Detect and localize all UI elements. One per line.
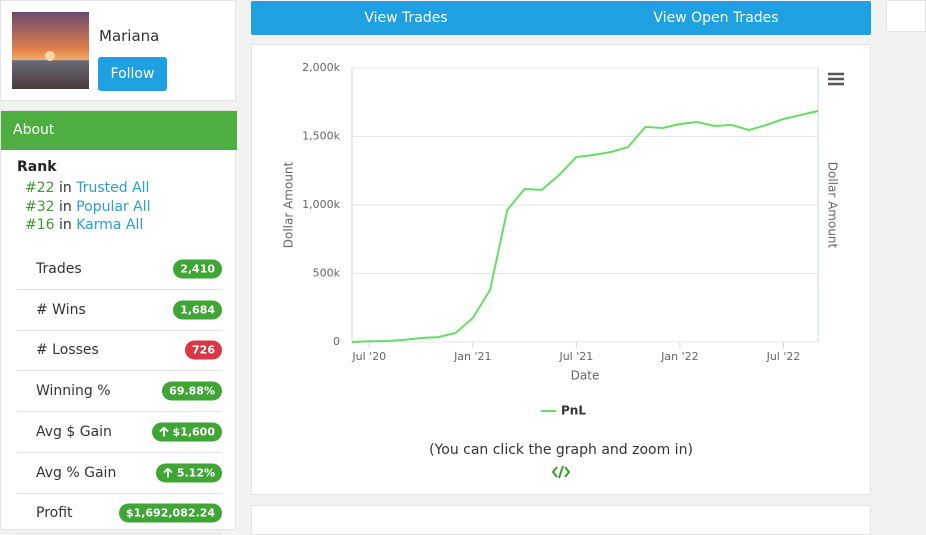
nav-bar: View Trades View Open Trades xyxy=(251,1,871,35)
user-name: Mariana xyxy=(99,27,160,45)
data-line xyxy=(351,110,819,343)
rank-list[interactable]: Popular All xyxy=(76,199,151,215)
menu-icon[interactable] xyxy=(828,72,844,86)
x-tick-label: Jul '21 xyxy=(558,350,593,363)
stat-row: Avg $ Gain $1,600 xyxy=(17,412,222,453)
rank-line: #16 in Karma All xyxy=(25,217,143,233)
stat-label: # Losses xyxy=(36,342,99,359)
stat-value: 726 xyxy=(192,343,215,357)
chart-card xyxy=(251,44,871,495)
stat-value: 5.12% xyxy=(176,466,215,479)
caption: (You can click the graph and zoom in) xyxy=(429,442,693,458)
stat-row: Trades 2,410 xyxy=(17,249,222,290)
stat-label: Trades xyxy=(36,261,82,277)
follow-button[interactable]: Follow xyxy=(98,57,167,91)
side-box xyxy=(886,0,926,32)
up-arrow-icon xyxy=(158,426,169,437)
rank-title: Rank xyxy=(17,159,57,175)
stat-label: # Wins xyxy=(36,301,86,318)
profile-card: Mariana Follow xyxy=(0,0,236,101)
stat-label: Avg $ Gain xyxy=(36,423,112,440)
stat-badge: $1,600 xyxy=(151,422,222,442)
about-card: About Rank #22 in Trusted All #32 in Pop… xyxy=(0,110,237,535)
y-tick-label: 1,500k xyxy=(302,130,340,143)
stat-badge: 726 xyxy=(185,340,222,360)
stat-label: Avg % Gain xyxy=(36,464,117,481)
rank-number: #22 xyxy=(25,180,55,196)
stat-badge: 2,410 xyxy=(173,259,222,279)
y2-axis-title: Dollar Amount xyxy=(826,162,840,249)
stat-value: 69.88% xyxy=(169,384,215,398)
stat-row: Avg % Gain 5.12% xyxy=(17,453,222,494)
stat-row: # Wins 1,684 xyxy=(17,290,222,331)
stat-value: 1,684 xyxy=(180,303,215,317)
rank-list[interactable]: Karma All xyxy=(76,217,144,233)
avatar xyxy=(12,12,89,89)
rank-number: #32 xyxy=(25,199,55,215)
nav-link[interactable]: View Trades xyxy=(364,10,448,26)
stat-label: Profit xyxy=(36,505,73,522)
y-tick-label: 0 xyxy=(333,335,340,348)
rank-number: #16 xyxy=(25,217,55,233)
stat-value: $1,692,082.24 xyxy=(125,506,215,520)
x-tick-label: Jan '21 xyxy=(453,350,491,363)
x-axis-title: Date xyxy=(571,369,600,383)
rank-in: in xyxy=(59,199,72,215)
rank-in: in xyxy=(59,217,72,233)
legend-label[interactable]: PnL xyxy=(561,404,586,418)
x-tick-label: Jul '22 xyxy=(766,350,801,363)
stat-row: Winning % 69.88% xyxy=(17,371,222,413)
rank-line: #22 in Trusted All xyxy=(25,180,149,196)
about-header: About xyxy=(1,111,237,150)
stat-value: $1,600 xyxy=(172,425,215,439)
rank-list[interactable]: Trusted All xyxy=(76,180,150,196)
up-arrow-icon xyxy=(163,467,173,477)
stat-row: # Losses 726 xyxy=(17,330,222,372)
rank-line: #32 in Popular All xyxy=(25,199,151,215)
y-axis-title: Dollar Amount xyxy=(282,161,296,248)
x-tick-label: Jan '22 xyxy=(660,350,698,363)
y-tick-label: 2,000k xyxy=(302,61,340,74)
rank-in: in xyxy=(59,180,72,196)
stat-badge: 69.88% xyxy=(162,381,222,401)
y-tick-label: 1,000k xyxy=(302,198,340,211)
x-tick-label: Jul '20 xyxy=(351,350,386,363)
y-tick-label: 500k xyxy=(313,267,341,280)
stat-value: 2,410 xyxy=(180,262,215,276)
stat-badge: 5.12% xyxy=(155,463,222,482)
code-icon[interactable] xyxy=(551,465,571,479)
stat-label: Winning % xyxy=(36,383,111,400)
stat-badge: 1,684 xyxy=(173,300,222,320)
nav-link[interactable]: View Open Trades xyxy=(653,10,779,26)
stat-badge: $1,692,082.24 xyxy=(118,503,222,523)
